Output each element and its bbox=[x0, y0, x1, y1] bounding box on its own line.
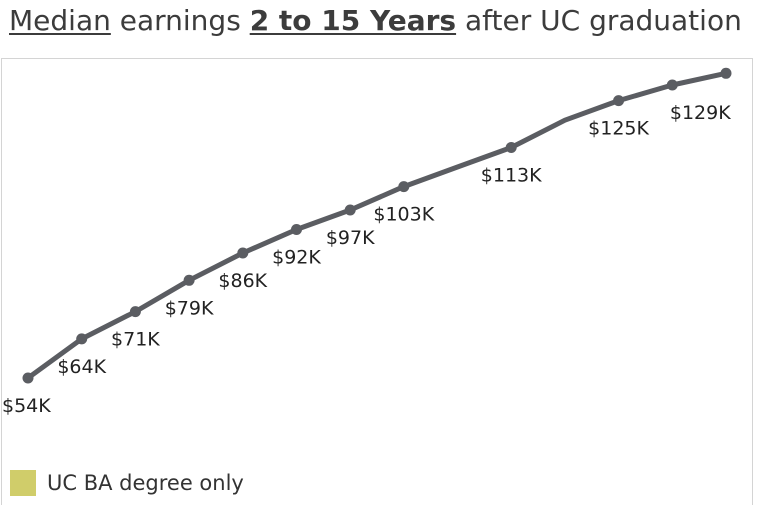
title-text: earnings bbox=[110, 4, 250, 37]
data-label: $71K bbox=[111, 329, 160, 351]
title-suffix: after UC graduation bbox=[456, 4, 742, 37]
data-point[interactable] bbox=[183, 274, 195, 286]
data-label: $125K bbox=[588, 118, 649, 140]
data-point[interactable] bbox=[291, 224, 302, 235]
data-point[interactable] bbox=[613, 95, 625, 107]
data-label: $103K bbox=[373, 204, 434, 226]
data-point[interactable] bbox=[22, 372, 34, 384]
data-point[interactable] bbox=[666, 79, 678, 91]
legend-swatch bbox=[10, 470, 36, 496]
data-point[interactable] bbox=[505, 142, 517, 153]
legend: UC BA degree only bbox=[10, 468, 244, 498]
title-median: Median bbox=[9, 4, 111, 37]
data-point[interactable] bbox=[76, 333, 88, 345]
chart-title: Median earnings 2 to 15 Years after UC g… bbox=[9, 3, 742, 39]
data-label: $64K bbox=[57, 356, 106, 378]
data-label: $129K bbox=[670, 102, 731, 124]
data-label: $113K bbox=[481, 165, 542, 187]
plot-area bbox=[1, 58, 753, 505]
data-point[interactable] bbox=[129, 306, 141, 318]
data-label: $92K bbox=[272, 247, 321, 269]
data-label: $97K bbox=[326, 227, 375, 249]
data-point[interactable] bbox=[398, 181, 410, 193]
data-point[interactable] bbox=[720, 67, 732, 79]
series-line bbox=[25, 70, 729, 381]
legend-label: UC BA degree only bbox=[47, 471, 244, 495]
data-label: $79K bbox=[165, 297, 214, 319]
data-point[interactable] bbox=[344, 204, 356, 216]
data-label: $86K bbox=[218, 270, 267, 292]
title-years-range: 2 to 15 Years bbox=[249, 4, 457, 37]
data-label: $54K bbox=[2, 395, 51, 417]
data-point[interactable] bbox=[237, 247, 249, 259]
